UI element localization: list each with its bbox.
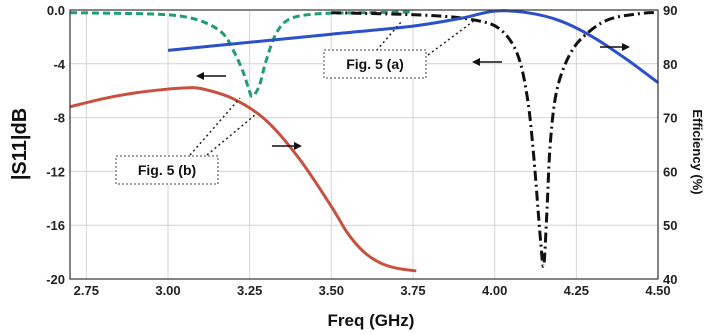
y-left-tick-label: -12: [46, 164, 65, 179]
y-left-tick-label: -16: [46, 218, 65, 233]
leader-line: [206, 114, 256, 156]
x-tick-label: 4.25: [564, 283, 589, 298]
y-left-tick-label: 0.0: [47, 3, 65, 18]
y-left-tick-label: -4: [53, 57, 65, 72]
y-left-tick-label: -8: [53, 111, 65, 126]
x-tick-label: 4.50: [645, 283, 670, 298]
y-left-tick-label: -20: [46, 272, 65, 287]
series-line-2: [331, 11, 659, 268]
arrow-right-icon: [272, 142, 302, 150]
arrow-left-icon: [472, 58, 502, 66]
tick-labels: 2.75 3.00 3.25 3.50 3.75 4.00 4.25 4.50 0.0 -4 -8 -…: [46, 3, 677, 298]
series-line-1: [69, 10, 414, 98]
x-tick-label: 3.00: [155, 283, 180, 298]
y-axis-label-left: |S11|dB: [9, 108, 31, 180]
annotation-box: [323, 49, 427, 79]
x-axis-label: Freq (GHz): [328, 311, 415, 330]
y-axis-label-right: Efficiency (%): [690, 109, 704, 194]
x-tick-label: 3.75: [400, 283, 425, 298]
leader-line: [423, 19, 476, 59]
y-right-tick-label: 70: [663, 111, 677, 126]
x-tick-label: 4.00: [482, 283, 507, 298]
annotation-box: [115, 155, 219, 185]
annotation-fig5a: Fig. 5 (a): [346, 56, 404, 72]
arrow-right-icon: [600, 43, 630, 51]
x-tick-label: 2.75: [74, 283, 99, 298]
arrow-left-icon: [196, 72, 226, 80]
y-right-tick-label: 60: [663, 164, 677, 179]
annotation-fig5b: Fig. 5 (b): [138, 162, 196, 178]
series-layer: [69, 9, 659, 273]
leader-line: [369, 20, 403, 59]
series-line-4: [69, 86, 417, 273]
y-right-tick-label: 80: [663, 57, 677, 72]
x-tick-label: 3.25: [237, 283, 262, 298]
plot-border: [69, 9, 659, 280]
y-right-tick-label: 50: [663, 218, 677, 233]
x-tick-label: 3.50: [319, 283, 344, 298]
series-line-3: [167, 9, 659, 84]
annotations: Fig. 5 (a) Fig. 5 (b): [115, 19, 630, 185]
y-right-tick-label: 40: [663, 272, 677, 287]
y-right-tick-label: 90: [663, 3, 677, 18]
